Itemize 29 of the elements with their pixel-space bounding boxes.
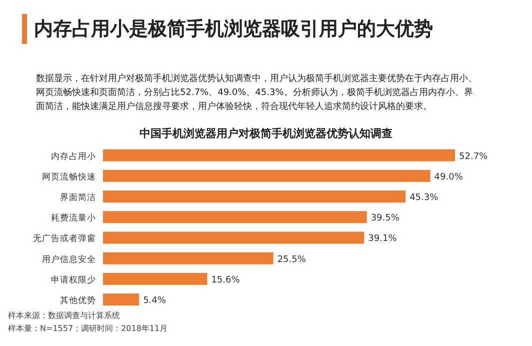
y-tick-label: 界面简洁 bbox=[60, 192, 96, 203]
text: 数据显示，在针对用户对极简手机浏览器优势认知调查中，用户认为极简手机浏览器主要优势在于内存占用小、网页流畅快速和页面简洁，分别占比52.7%、49.0%、45.3%。分析师认为，极简手机浏览器占用内存小、界面简洁，能快速满足用户信息搜寻要求，用户体验轻快，符合现代年轻人追求简约设计风格的要求。 bbox=[36, 72, 478, 114]
annotation: 样本来源：数据调查与计算系统 bbox=[8, 310, 120, 321]
y-tick-label: 无广告或者弹窗 bbox=[33, 233, 96, 244]
chart-title: 内存占用小是极简手机浏览器吸引用户的大优势 bbox=[34, 17, 433, 42]
data-label: 39.5% bbox=[370, 214, 400, 224]
y-tick-label: 耗费流量小 bbox=[51, 212, 96, 224]
bar bbox=[103, 170, 430, 182]
data-label: 49.0% bbox=[434, 172, 464, 182]
bar bbox=[103, 272, 208, 285]
bar bbox=[103, 294, 140, 306]
bar bbox=[103, 252, 274, 264]
data-label: 45.3% bbox=[410, 193, 439, 203]
bar bbox=[103, 232, 364, 244]
data-label: 5.4% bbox=[143, 296, 166, 306]
bar bbox=[103, 190, 406, 202]
y-tick-label: 申请权限少 bbox=[51, 274, 96, 286]
bar bbox=[103, 211, 367, 224]
data-label: 52.7% bbox=[459, 152, 488, 162]
bar bbox=[103, 149, 455, 162]
data-label: 15.6% bbox=[211, 275, 240, 286]
data-label: 39.1% bbox=[368, 234, 398, 244]
text: 样本量：N=1557；调研时间：2018年11月 bbox=[8, 323, 168, 334]
y-tick-label: 内存占用小 bbox=[51, 150, 96, 162]
chart-subtitle: 中国手机浏览器用户对极简手机浏览器优势认知调查 bbox=[138, 126, 394, 141]
y-tick-label: 用户信息安全 bbox=[42, 254, 96, 265]
y-tick-label: 网页流畅快速 bbox=[42, 171, 96, 182]
y-tick-label: 其他优势 bbox=[60, 295, 96, 306]
data-label: 25.5% bbox=[277, 254, 306, 265]
